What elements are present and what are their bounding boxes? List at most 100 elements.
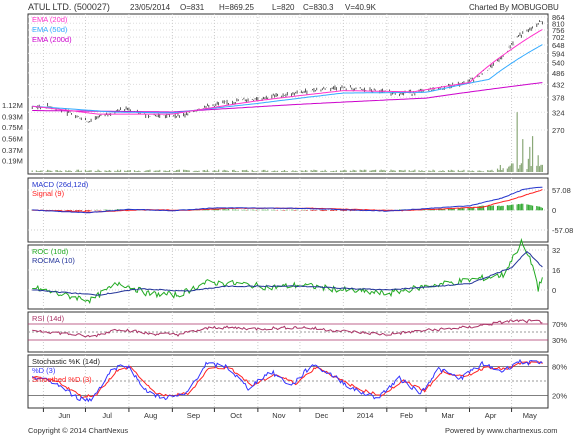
macd-histogram-bar <box>87 210 89 212</box>
month-label: Feb <box>400 411 413 420</box>
volume-bar <box>89 170 91 172</box>
volume-bar <box>59 170 61 172</box>
month-label: Nov <box>272 411 286 420</box>
volume-bar <box>384 170 387 172</box>
macd-histogram-bar <box>282 210 284 211</box>
volume-bar <box>198 170 200 172</box>
volume-bar <box>110 170 112 172</box>
volume-bar <box>206 169 209 172</box>
volume-bar <box>100 170 102 172</box>
powered-by-text: Powered by www.chartnexus.com <box>445 426 558 435</box>
volume-bar <box>251 169 253 172</box>
macd-histogram-bar <box>286 209 288 211</box>
volume-bar <box>489 170 492 172</box>
volume-bar <box>408 170 410 172</box>
macd-histogram-bar <box>216 209 218 211</box>
macd-histogram-bar <box>452 208 454 211</box>
price-tick-label: 756 <box>552 26 565 35</box>
macd-histogram-bar <box>443 208 445 211</box>
month-label: Aug <box>144 411 157 420</box>
macd-histogram-bar <box>477 206 479 211</box>
volume-tick-label: 0.56M <box>2 135 23 144</box>
volume-bar <box>262 169 265 172</box>
volume-bar <box>363 169 365 172</box>
volume-bar <box>84 169 87 172</box>
macd-histogram-bar <box>94 210 96 211</box>
volume-bar <box>124 170 126 172</box>
volume-bar <box>526 169 528 172</box>
macd-histogram-bar <box>471 207 473 211</box>
volume-bar <box>87 170 89 172</box>
legend-ema50: EMA (50d) <box>32 25 68 34</box>
rsi-tick-label: 70% <box>552 320 567 329</box>
volume-bar <box>75 171 77 172</box>
legend-stochastic-k: Stochastic %K (14d) <box>32 357 100 366</box>
volume-bar <box>41 170 43 172</box>
macd-histogram-bar <box>499 206 501 211</box>
volume-bar <box>431 171 433 172</box>
volume-bar <box>353 170 356 172</box>
volume-bar <box>187 170 189 172</box>
volume-bar <box>537 155 539 172</box>
macd-histogram-bar <box>208 209 210 211</box>
volume-bar <box>401 170 403 172</box>
macd-histogram-bar <box>508 205 510 211</box>
volume-bar <box>360 170 363 172</box>
volume-bar <box>439 170 441 172</box>
macd-histogram-bar <box>226 209 228 211</box>
macd-histogram-bar <box>541 207 543 211</box>
volume-bar <box>330 171 332 172</box>
volume-bar <box>185 170 187 172</box>
macd-histogram-bar <box>84 210 87 212</box>
volume-bar <box>314 170 316 172</box>
volume-bar <box>166 170 168 172</box>
month-label: Oct <box>230 411 243 420</box>
volume-bar <box>453 170 455 172</box>
volume-bar <box>421 170 423 172</box>
volume-bar <box>509 165 511 172</box>
volume-bar <box>540 164 542 172</box>
volume-bar <box>196 171 199 172</box>
volume-bar <box>344 169 346 172</box>
volume-bar <box>332 170 335 172</box>
volume-bar <box>370 170 372 172</box>
macd-histogram-bar <box>323 210 325 212</box>
volume-bar <box>382 170 384 172</box>
macd-histogram-bar <box>247 209 249 211</box>
volume-bar <box>40 170 42 172</box>
volume-bar <box>520 163 522 172</box>
macd-histogram-bar <box>75 210 77 211</box>
stochastic-axis-labels: 80% 20% <box>552 363 567 401</box>
price-tick-label: 324 <box>552 108 565 117</box>
volume-bar <box>342 170 344 172</box>
volume-bar <box>261 170 263 172</box>
volume-bar <box>149 169 151 172</box>
macd-histogram-bar <box>349 210 351 212</box>
macd-histogram-bar <box>517 204 520 211</box>
volume-bar <box>51 170 53 172</box>
macd-histogram-bar <box>314 210 316 211</box>
macd-histogram-bar <box>460 208 462 211</box>
volume-bar <box>68 170 70 172</box>
roc-tick-label: 32 <box>552 246 560 255</box>
macd-histogram-bar <box>488 205 490 211</box>
macd-histogram-bar <box>335 210 337 211</box>
volume-bar <box>379 170 381 172</box>
macd-histogram-bar <box>522 203 524 211</box>
macd-histogram-bar <box>447 208 450 211</box>
volume-bar <box>424 171 426 172</box>
legend-rocma: ROCMA (10) <box>32 256 75 265</box>
volume-bar <box>244 170 246 172</box>
volume-bar <box>227 171 230 172</box>
volume-bar <box>56 170 59 172</box>
month-label: Jul <box>102 411 112 420</box>
macd-histogram-bar <box>80 210 82 212</box>
macd-histogram-bar <box>257 209 259 211</box>
volume-bar <box>492 171 494 172</box>
macd-tick-label: 0 <box>552 206 556 215</box>
volume-bar <box>275 171 277 172</box>
volume-bar <box>349 170 351 172</box>
volume-bar <box>241 170 244 172</box>
volume-bar <box>139 171 141 172</box>
